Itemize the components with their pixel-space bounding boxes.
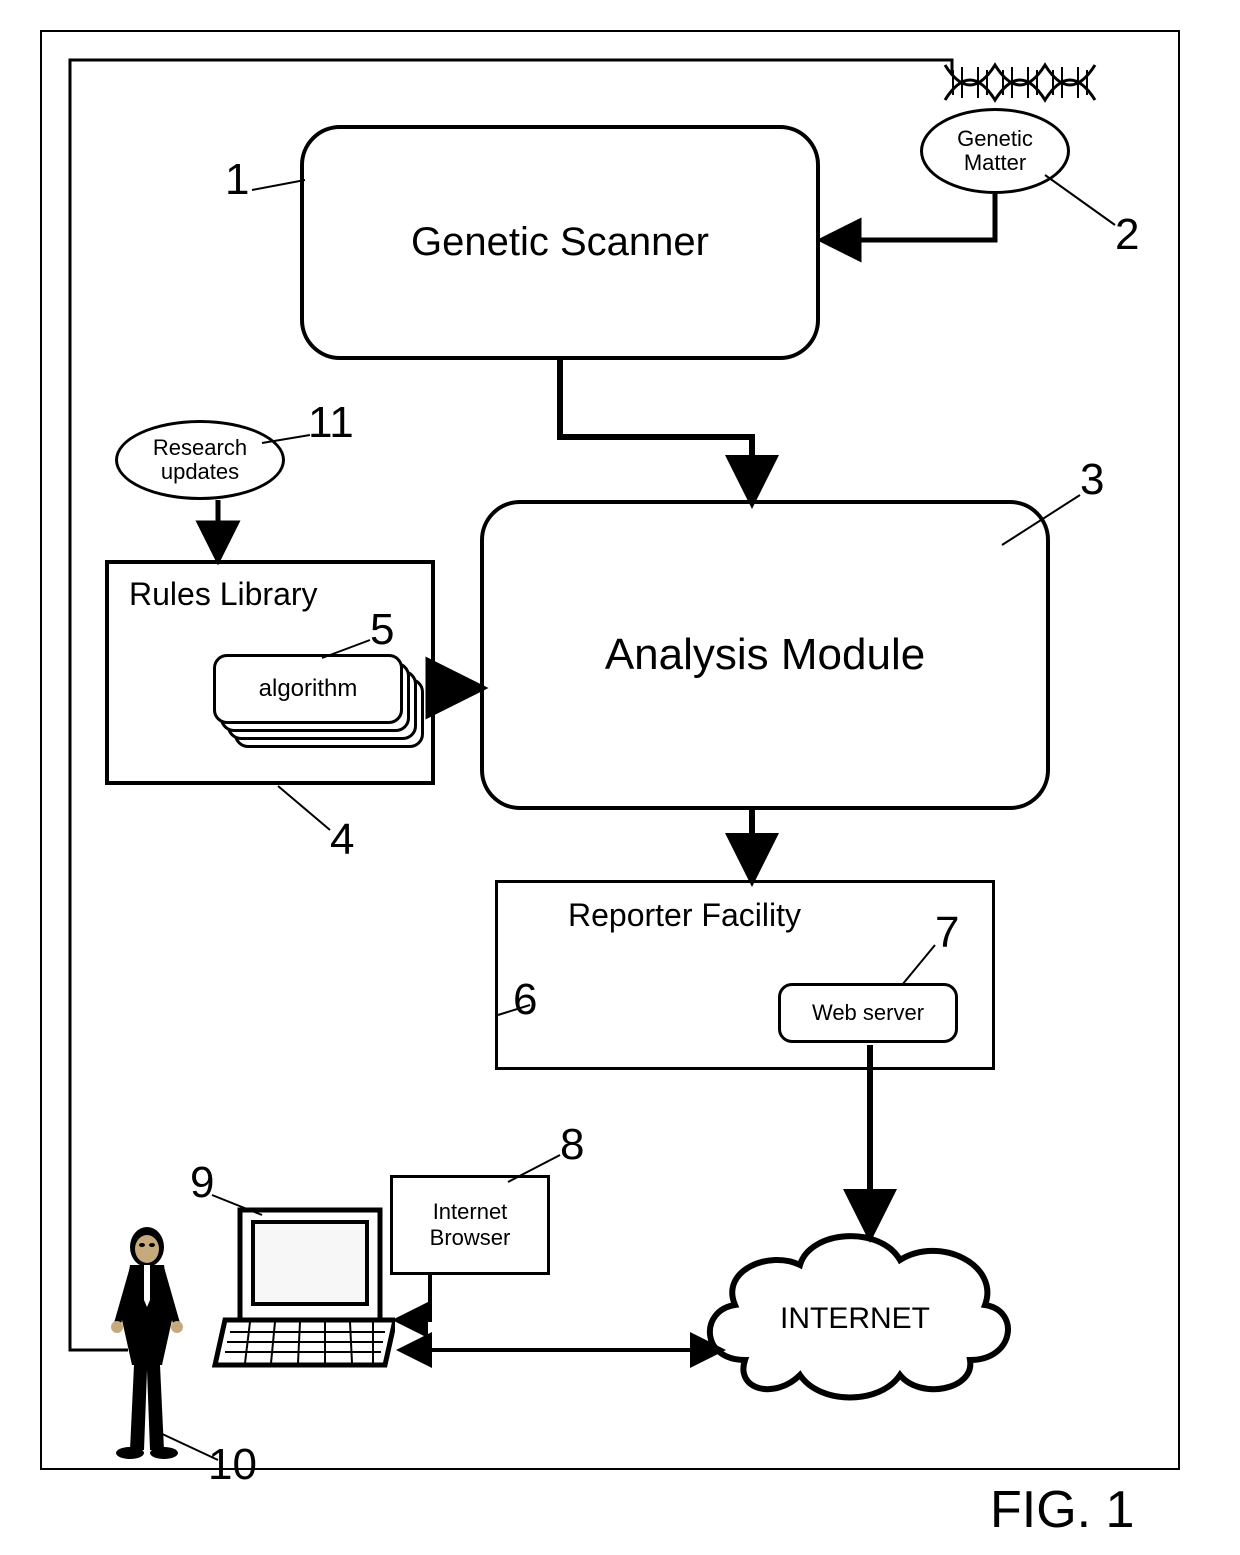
ref-num-1: 1 [225,155,249,205]
figure-label: FIG. 1 [990,1480,1134,1540]
ref-num-6: 6 [513,975,537,1025]
reporter-facility-box: Reporter Facility Web server [495,880,995,1070]
research-updates-label-2: updates [161,460,239,484]
reporter-facility-label: Reporter Facility [568,897,801,934]
analysis-module-label: Analysis Module [605,630,925,680]
rules-library-box: Rules Library algorithm [105,560,435,785]
web-server-label: Web server [812,1000,924,1026]
research-updates-label-1: Research [153,436,247,460]
ref-num-11: 11 [308,398,354,448]
rules-library-label: Rules Library [129,576,318,613]
ref-num-10: 10 [208,1440,257,1490]
internet-browser-box: Internet Browser [390,1175,550,1275]
ref-num-5: 5 [370,605,394,655]
dna-helix-icon [940,55,1100,110]
genetic-scanner-box: Genetic Scanner [300,125,820,360]
algorithm-label: algorithm [259,675,358,703]
ref-num-3: 3 [1080,455,1104,505]
internet-browser-label-2: Browser [430,1225,511,1251]
ref-num-9: 9 [190,1158,214,1208]
internet-cloud-icon: INTERNET [690,1210,1020,1410]
genetic-matter-label-2: Matter [964,151,1026,175]
algorithm-box: algorithm [213,654,403,724]
ref-num-7: 7 [935,908,959,958]
diagram-canvas: Genetic Scanner Analysis Module Rules Li… [0,0,1240,1555]
genetic-matter-label-1: Genetic [957,127,1033,151]
internet-cloud-label: INTERNET [780,1302,930,1335]
internet-browser-label-1: Internet [433,1199,508,1225]
ref-num-2: 2 [1115,210,1139,260]
genetic-scanner-label: Genetic Scanner [411,220,709,265]
computer-icon [205,1200,395,1390]
genetic-matter-ellipse: Genetic Matter [920,108,1070,194]
web-server-box: Web server [778,983,958,1043]
person-icon [100,1225,195,1465]
analysis-module-box: Analysis Module [480,500,1050,810]
ref-num-4: 4 [330,815,354,865]
ref-num-8: 8 [560,1120,584,1170]
research-updates-ellipse: Research updates [115,420,285,500]
